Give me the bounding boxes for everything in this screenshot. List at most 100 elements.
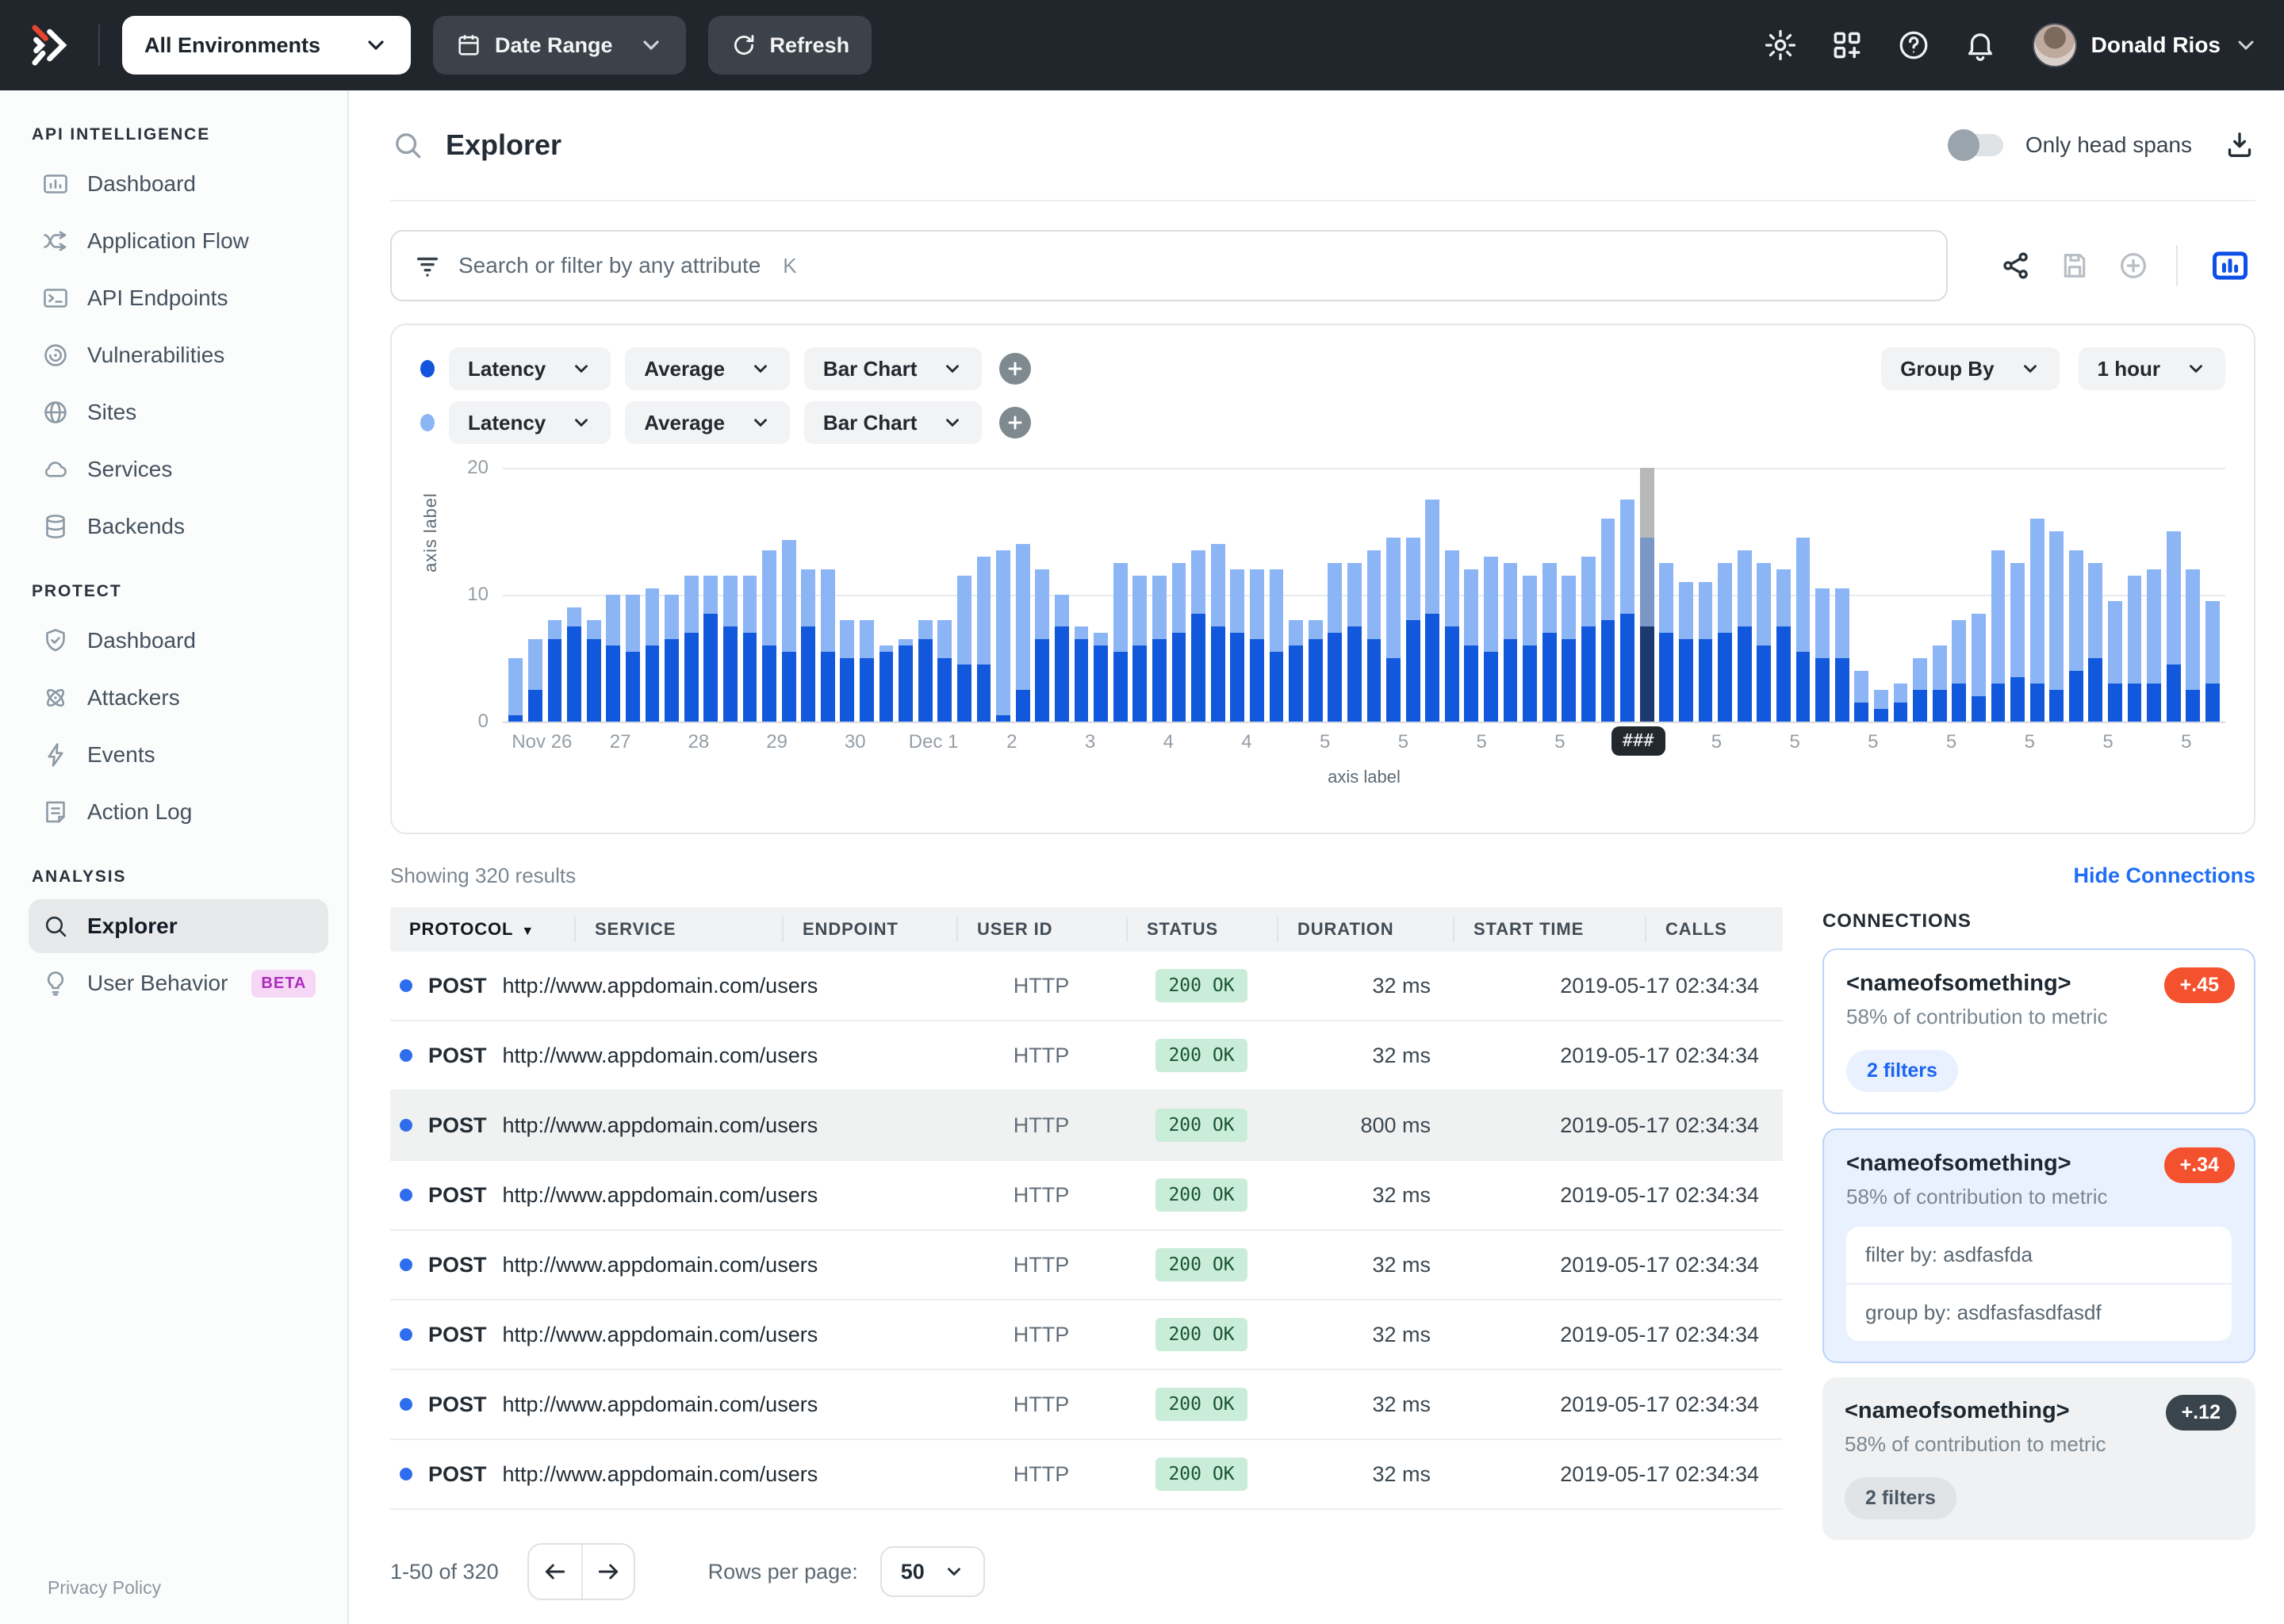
settings-gear-icon[interactable] [1763, 28, 1798, 63]
bar[interactable] [1504, 468, 1518, 722]
sidebar-item-explorer[interactable]: Explorer [29, 899, 328, 953]
bar[interactable] [2108, 468, 2122, 722]
bar[interactable] [1835, 468, 1849, 722]
bar[interactable] [1055, 468, 1069, 722]
bar[interactable] [1406, 468, 1420, 722]
bar[interactable] [1484, 468, 1498, 722]
aggregation-select[interactable]: Average [625, 347, 790, 390]
group-by-select[interactable]: Group By [1881, 347, 2059, 390]
sidebar-item-vulnerabilities[interactable]: Vulnerabilities [29, 328, 328, 382]
bar[interactable] [1601, 468, 1615, 722]
bar[interactable] [743, 468, 757, 722]
bar[interactable] [821, 468, 835, 722]
connection-card[interactable]: <nameofsomething>+.4558% of contribution… [1822, 948, 2255, 1114]
metric-select[interactable]: Latency [449, 401, 611, 444]
bar[interactable] [1386, 468, 1401, 722]
bar[interactable] [587, 468, 601, 722]
column-header-duration[interactable]: DURATION [1277, 917, 1453, 942]
table-row[interactable]: POSThttp://www.appdomain.com/usersHTTP20… [390, 952, 1783, 1021]
sidebar-item-dashboard[interactable]: Dashboard [29, 157, 328, 211]
bar[interactable] [1738, 468, 1752, 722]
column-header-status[interactable]: STATUS [1126, 917, 1277, 942]
bar[interactable] [1542, 468, 1557, 722]
bar[interactable] [1894, 468, 1908, 722]
table-row[interactable]: POSThttp://www.appdomain.com/usersHTTP20… [390, 1161, 1783, 1231]
bar[interactable] [2030, 468, 2044, 722]
bar[interactable] [860, 468, 874, 722]
sidebar-item-application-flow[interactable]: Application Flow [29, 214, 328, 268]
chart-type-select[interactable]: Bar Chart [804, 347, 982, 390]
bar[interactable] [1815, 468, 1830, 722]
bar[interactable] [548, 468, 562, 722]
bar[interactable] [1972, 468, 1986, 722]
app-logo-icon[interactable] [25, 18, 79, 72]
bar[interactable] [2167, 468, 2181, 722]
sidebar-item-services[interactable]: Services [29, 442, 328, 496]
search-input[interactable]: Search or filter by any attribute K [390, 230, 1948, 301]
environment-select[interactable]: All Environments [122, 16, 411, 75]
aggregation-select[interactable]: Average [625, 401, 790, 444]
bar[interactable] [1933, 468, 1947, 722]
bar[interactable] [1757, 468, 1771, 722]
bar[interactable] [528, 468, 542, 722]
bar[interactable] [1718, 468, 1732, 722]
bar[interactable] [723, 468, 738, 722]
bar[interactable] [1445, 468, 1459, 722]
bar[interactable] [840, 468, 854, 722]
add-circle-icon[interactable] [2117, 250, 2149, 282]
bar[interactable] [1523, 468, 1537, 722]
bar[interactable] [1562, 468, 1576, 722]
bar[interactable] [1075, 468, 1089, 722]
next-page-button[interactable] [581, 1545, 634, 1599]
share-icon[interactable] [2000, 250, 2032, 282]
bar[interactable] [1620, 468, 1634, 722]
bar[interactable] [1172, 468, 1186, 722]
sidebar-item-backends[interactable]: Backends [29, 500, 328, 553]
privacy-policy-link[interactable]: Privacy Policy [48, 1577, 161, 1599]
table-row[interactable]: POSThttp://www.appdomain.com/usersHTTP20… [390, 1021, 1783, 1091]
notifications-bell-icon[interactable] [1963, 28, 1998, 63]
download-icon[interactable] [2224, 129, 2255, 161]
bar[interactable] [2186, 468, 2200, 722]
sidebar-item-dashboard[interactable]: Dashboard [29, 614, 328, 668]
table-row[interactable]: POSThttp://www.appdomain.com/usersHTTP20… [390, 1091, 1783, 1161]
bar[interactable] [1659, 468, 1673, 722]
table-row[interactable]: POSThttp://www.appdomain.com/usersHTTP20… [390, 1300, 1783, 1370]
bar[interactable] [918, 468, 933, 722]
bar[interactable] [1913, 468, 1927, 722]
bar[interactable] [1776, 468, 1791, 722]
bar-highlighted[interactable] [1640, 468, 1654, 722]
user-menu-chevron-icon[interactable] [2233, 33, 2259, 58]
bar[interactable] [2069, 468, 2083, 722]
bar[interactable] [1699, 468, 1713, 722]
bar[interactable] [1679, 468, 1693, 722]
bar[interactable] [703, 468, 718, 722]
bar[interactable] [1152, 468, 1167, 722]
connection-card[interactable]: <nameofsomething>+.3458% of contribution… [1822, 1128, 2255, 1363]
column-header-endpoint[interactable]: ENDPOINT [782, 917, 956, 942]
user-avatar[interactable] [2033, 23, 2077, 67]
bar[interactable] [1113, 468, 1128, 722]
bar[interactable] [1250, 468, 1264, 722]
bar[interactable] [1230, 468, 1244, 722]
bar[interactable] [2128, 468, 2142, 722]
bar[interactable] [1991, 468, 2006, 722]
bar[interactable] [782, 468, 796, 722]
bar[interactable] [1464, 468, 1478, 722]
bar[interactable] [879, 468, 894, 722]
bar[interactable] [1796, 468, 1811, 722]
table-row[interactable]: POSThttp://www.appdomain.com/usersHTTP20… [390, 1440, 1783, 1510]
sidebar-item-attackers[interactable]: Attackers [29, 671, 328, 725]
add-series-button[interactable] [999, 353, 1031, 385]
rows-per-page-select[interactable]: 50 [880, 1546, 985, 1597]
bar[interactable] [606, 468, 620, 722]
bar[interactable] [1952, 468, 1966, 722]
column-header-start-time[interactable]: START TIME [1453, 917, 1645, 942]
sidebar-item-events[interactable]: Events [29, 728, 328, 782]
bar[interactable] [2205, 468, 2220, 722]
sidebar-item-action-log[interactable]: Action Log [29, 785, 328, 839]
bar[interactable] [646, 468, 660, 722]
date-range-button[interactable]: Date Range [433, 16, 686, 75]
help-icon[interactable] [1896, 28, 1931, 63]
bar[interactable] [1367, 468, 1382, 722]
